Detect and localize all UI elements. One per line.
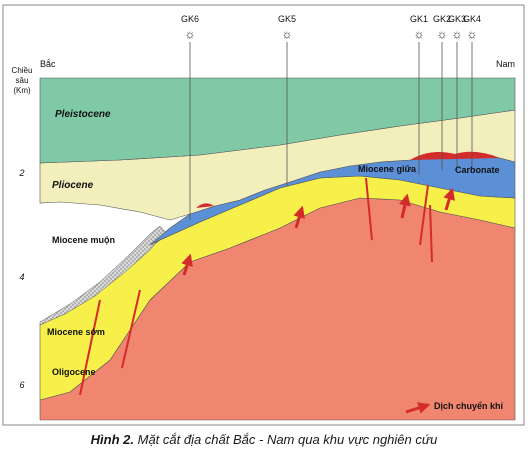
figure-caption: Hình 2. Mặt cắt địa chất Bắc - Nam qua k… [0, 432, 528, 447]
well-gk1: GK1 ☼ [410, 14, 428, 175]
well-gk5: GK5 ☼ [278, 14, 296, 186]
north-label: Bắc [40, 59, 56, 69]
well-label: GK5 [278, 14, 296, 24]
migration-arrow [399, 193, 411, 219]
fault-line [79, 299, 101, 396]
legend-label: Dịch chuyển khí [434, 401, 504, 411]
fault-line [419, 184, 429, 246]
layer-label-miocene-late: Miocene muộn [52, 235, 115, 245]
well-gk6: GK6 ☼ [181, 14, 199, 220]
layer-label-miocene-middle: Miocene giữa [358, 164, 417, 174]
layer-label-pliocene: Pliocene [52, 180, 94, 191]
well-symbol-icon: ☼ [414, 27, 425, 41]
well-label: GK4 [463, 14, 481, 24]
depth-axis-title-line: Chiều [12, 66, 33, 75]
fault-line [429, 204, 433, 263]
caption-label: Hình 2. [90, 432, 134, 447]
depth-axis-title-line: sâu [16, 76, 29, 85]
fault-line [365, 177, 373, 241]
layer-label-miocene-early: Miocene sớm [47, 327, 105, 337]
layer-label-pleistocene: Pleistocene [55, 109, 111, 120]
well-label: GK6 [181, 14, 199, 24]
well-symbol-icon: ☼ [467, 27, 478, 41]
migration-arrows [181, 187, 455, 276]
depth-tick-label: 4 [19, 272, 24, 282]
south-label: Nam [496, 59, 515, 69]
faults [79, 177, 433, 396]
well-label: GK2 [433, 14, 451, 24]
depth-tick-label: 6 [19, 380, 24, 390]
fault-line [121, 289, 141, 369]
well-gk2: GK2 ☼ [433, 14, 451, 170]
migration-arrow [181, 253, 193, 276]
wells: GK6 ☼ GK5 ☼ GK1 ☼ GK2 ☼ GK3 ☼ GK4 ☼ [181, 14, 481, 220]
well-gk3: GK3 ☼ [448, 14, 466, 170]
layer-label-oligocene: Oligocene [52, 367, 96, 377]
well-symbol-icon: ☼ [437, 27, 448, 41]
well-gk4: GK4 ☼ [463, 14, 481, 170]
well-symbol-icon: ☼ [282, 27, 293, 41]
gas-accumulation-gk6 [196, 203, 214, 208]
well-label: GK1 [410, 14, 428, 24]
migration-arrow [443, 187, 455, 211]
layer-label-carbonate: Carbonate [455, 165, 500, 175]
depth-axis-title-line: (Km) [13, 86, 31, 95]
well-symbol-icon: ☼ [452, 27, 463, 41]
legend-arrow-icon [405, 402, 431, 414]
depth-axis: Chiều sâu (Km) 2 4 6 [12, 66, 33, 390]
gas-accumulation-gk1 [410, 151, 500, 160]
well-symbol-icon: ☼ [185, 27, 196, 41]
migration-arrow [293, 205, 305, 229]
caption-text: Mặt cắt địa chất Bắc - Nam qua khu vực n… [137, 432, 438, 447]
well-label: GK3 [448, 14, 466, 24]
depth-tick-label: 2 [18, 168, 24, 178]
legend: Dịch chuyển khí [405, 401, 504, 414]
layer-pleistocene [39, 77, 516, 164]
